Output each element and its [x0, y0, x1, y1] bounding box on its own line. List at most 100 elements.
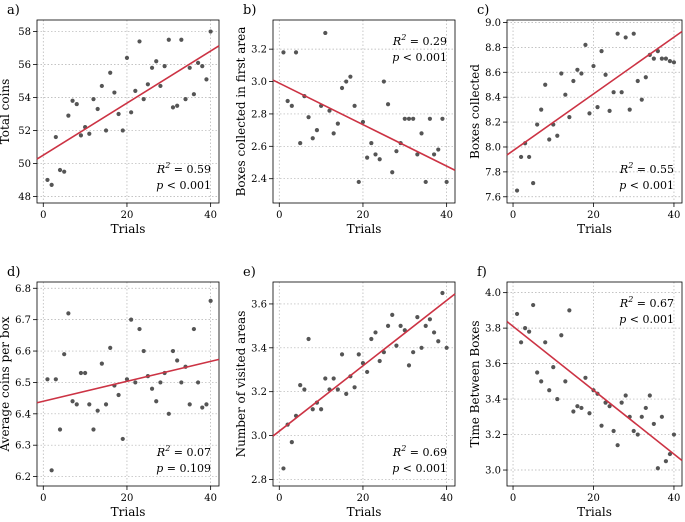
data-point: [627, 107, 632, 112]
data-point: [306, 336, 311, 342]
data-point: [419, 345, 424, 350]
y-tick-label: 2.6: [251, 142, 267, 153]
data-point: [310, 407, 315, 412]
data-point: [599, 423, 604, 428]
data-point: [411, 350, 416, 355]
x-tick-label: 40: [204, 493, 217, 504]
data-point: [149, 65, 155, 70]
data-point: [310, 136, 315, 141]
data-point: [377, 157, 382, 162]
data-point: [615, 31, 620, 36]
data-point: [619, 90, 624, 95]
data-point: [281, 50, 286, 55]
data-point: [623, 35, 628, 40]
data-point: [166, 37, 171, 42]
data-point: [170, 105, 176, 110]
data-point: [323, 30, 328, 36]
data-point: [394, 149, 399, 154]
data-point: [531, 180, 536, 186]
r-squared-annotation: R2 = 0.69: [392, 444, 447, 459]
y-axis-label: Total coins: [0, 79, 12, 145]
y-axis-label: Boxes collected: [468, 64, 482, 159]
data-point: [62, 169, 67, 174]
data-point: [583, 42, 588, 47]
data-point: [323, 376, 328, 381]
data-point: [91, 427, 96, 432]
data-point: [49, 468, 54, 473]
data-point: [671, 432, 677, 437]
data-point: [327, 108, 332, 113]
data-point: [436, 339, 441, 344]
data-point: [62, 352, 67, 357]
data-point: [647, 393, 652, 398]
data-point: [369, 336, 374, 342]
data-point: [95, 408, 100, 413]
data-point: [365, 155, 370, 160]
y-tick-label: 6.4: [15, 409, 31, 420]
data-point: [57, 427, 63, 432]
plot-frame: [506, 19, 683, 204]
data-point: [423, 179, 428, 185]
y-tick-label: 58: [18, 27, 31, 38]
data-point: [514, 188, 520, 193]
data-point: [611, 90, 616, 95]
regression-line: [36, 358, 220, 404]
data-point: [335, 387, 340, 392]
data-point: [385, 102, 391, 107]
data-point: [575, 67, 580, 72]
data-point: [436, 147, 441, 152]
y-tick-label: 7.6: [485, 192, 501, 203]
panel-label: a): [7, 3, 20, 18]
data-point: [360, 119, 366, 125]
data-point: [398, 323, 403, 328]
data-point: [66, 113, 71, 118]
data-point: [635, 78, 640, 84]
data-point: [423, 323, 428, 328]
data-point: [170, 348, 176, 354]
data-point: [651, 56, 656, 61]
p-value-annotation: p < 0.001: [392, 51, 447, 64]
data-point: [390, 312, 395, 318]
data-point: [563, 92, 568, 97]
y-tick-label: 4.0: [485, 288, 501, 299]
data-point: [571, 78, 576, 84]
data-point: [611, 428, 616, 434]
data-point: [547, 137, 552, 142]
data-point: [527, 154, 532, 160]
data-point: [639, 414, 644, 419]
y-axis-label: Boxes collected in first area: [234, 27, 248, 197]
data-point: [162, 64, 167, 69]
data-point: [116, 111, 121, 117]
data-point: [415, 314, 420, 320]
data-point: [667, 451, 673, 457]
data-point: [339, 352, 345, 357]
data-point: [78, 370, 84, 376]
data-point: [619, 400, 624, 405]
y-tick-label: 3.0: [251, 77, 267, 88]
data-point: [191, 92, 196, 97]
data-point: [45, 177, 50, 183]
data-point: [643, 405, 648, 411]
data-point: [141, 348, 146, 354]
y-tick-label: 2.8: [251, 475, 267, 486]
x-tick-label: 20: [587, 210, 600, 221]
data-point: [70, 98, 75, 103]
y-tick-label: 50: [18, 159, 31, 170]
data-point: [137, 326, 142, 332]
data-point: [543, 82, 548, 87]
plot-frame: [36, 281, 220, 487]
y-tick-label: 8.6: [485, 68, 501, 79]
data-point: [120, 128, 125, 133]
data-point: [129, 110, 134, 115]
data-point: [103, 128, 109, 133]
plot-frame: [272, 19, 456, 204]
y-tick-label: 3.0: [251, 431, 267, 442]
x-tick-label: 40: [440, 210, 453, 221]
data-point: [154, 59, 159, 64]
p-value-annotation: p < 0.001: [619, 313, 674, 326]
data-point: [587, 111, 592, 116]
data-point: [547, 388, 552, 393]
data-point: [607, 108, 612, 113]
data-point: [615, 443, 620, 448]
regression-line: [506, 30, 683, 156]
